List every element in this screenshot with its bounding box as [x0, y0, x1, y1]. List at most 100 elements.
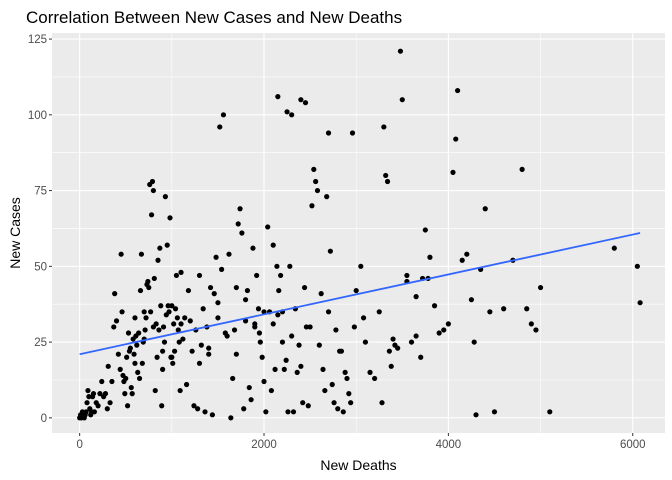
x-axis-title: New Deaths — [320, 457, 396, 473]
data-point — [386, 348, 392, 354]
data-point — [182, 315, 188, 321]
data-point — [307, 324, 313, 330]
data-point — [180, 336, 186, 342]
y-tick-label: 50 — [34, 261, 47, 273]
data-point — [279, 339, 286, 345]
data-point — [209, 412, 215, 418]
y-axis-title: New Cases — [7, 197, 23, 269]
data-point — [83, 409, 89, 415]
y-tick-label: 75 — [34, 186, 47, 198]
data-point — [384, 178, 391, 185]
data-point — [427, 254, 433, 260]
data-point — [169, 354, 175, 360]
data-point — [276, 287, 282, 294]
data-point — [196, 360, 203, 366]
data-point — [261, 309, 267, 315]
data-point — [131, 351, 137, 357]
data-point — [335, 406, 341, 412]
data-point — [160, 348, 166, 354]
data-point — [241, 406, 247, 412]
data-point — [158, 303, 164, 309]
data-point — [519, 166, 525, 172]
data-point — [117, 366, 123, 372]
data-point — [178, 321, 184, 327]
data-point — [376, 309, 382, 315]
data-point — [174, 315, 180, 321]
data-point — [487, 309, 493, 315]
y-tick-label: 125 — [28, 34, 47, 46]
data-point — [473, 412, 479, 418]
data-point — [195, 406, 201, 412]
data-point — [104, 406, 110, 412]
data-point — [233, 351, 239, 357]
data-point — [135, 369, 141, 375]
data-point — [228, 415, 234, 421]
data-point — [242, 297, 249, 303]
data-point — [124, 354, 130, 360]
data-point — [224, 333, 230, 339]
data-point — [294, 369, 300, 375]
data-point — [91, 409, 98, 415]
data-point — [143, 315, 149, 321]
data-point — [220, 112, 227, 118]
data-point — [177, 387, 183, 394]
data-point — [367, 369, 373, 375]
data-point — [259, 354, 265, 360]
data-point — [138, 251, 145, 257]
data-point — [85, 387, 91, 394]
data-point — [198, 342, 204, 348]
data-point — [112, 291, 118, 297]
data-point — [464, 251, 470, 257]
data-point — [450, 169, 456, 175]
data-point — [176, 339, 182, 345]
data-point — [134, 342, 140, 348]
major-gridlines — [52, 33, 665, 433]
data-point — [211, 291, 217, 297]
data-point — [231, 327, 238, 333]
data-point — [255, 306, 262, 312]
data-point — [528, 321, 534, 327]
data-point — [422, 227, 428, 233]
data-point — [261, 378, 267, 385]
data-point — [342, 369, 348, 375]
data-point — [237, 206, 243, 212]
data-point — [298, 97, 304, 103]
data-point — [202, 409, 208, 415]
data-point — [324, 194, 330, 200]
data-point — [113, 318, 120, 324]
data-point — [171, 321, 177, 327]
data-point — [185, 287, 192, 294]
data-point — [358, 263, 364, 269]
data-point — [388, 363, 394, 369]
data-point — [303, 324, 310, 330]
data-point — [123, 375, 129, 382]
data-point — [160, 324, 167, 330]
data-point — [146, 284, 152, 291]
data-point — [252, 324, 258, 330]
data-point — [346, 391, 352, 397]
data-point — [300, 400, 306, 406]
data-point — [219, 266, 225, 272]
data-point — [157, 245, 163, 251]
x-tick-label: 4000 — [436, 439, 462, 451]
data-point — [137, 287, 144, 294]
data-point — [471, 339, 477, 345]
data-point — [99, 378, 105, 385]
minor-gridlines — [52, 33, 665, 433]
data-point — [149, 178, 156, 185]
data-point — [275, 94, 281, 100]
data-point — [162, 194, 168, 200]
data-point — [453, 136, 459, 142]
data-point — [118, 251, 124, 257]
data-point — [445, 321, 451, 327]
data-point — [206, 345, 212, 351]
data-point — [491, 409, 498, 415]
data-point — [333, 327, 339, 333]
data-point — [115, 351, 121, 357]
data-point — [154, 354, 160, 360]
data-point — [270, 242, 276, 248]
data-point — [152, 387, 158, 394]
data-point — [309, 203, 315, 209]
data-point — [160, 366, 166, 372]
data-point — [289, 112, 295, 118]
